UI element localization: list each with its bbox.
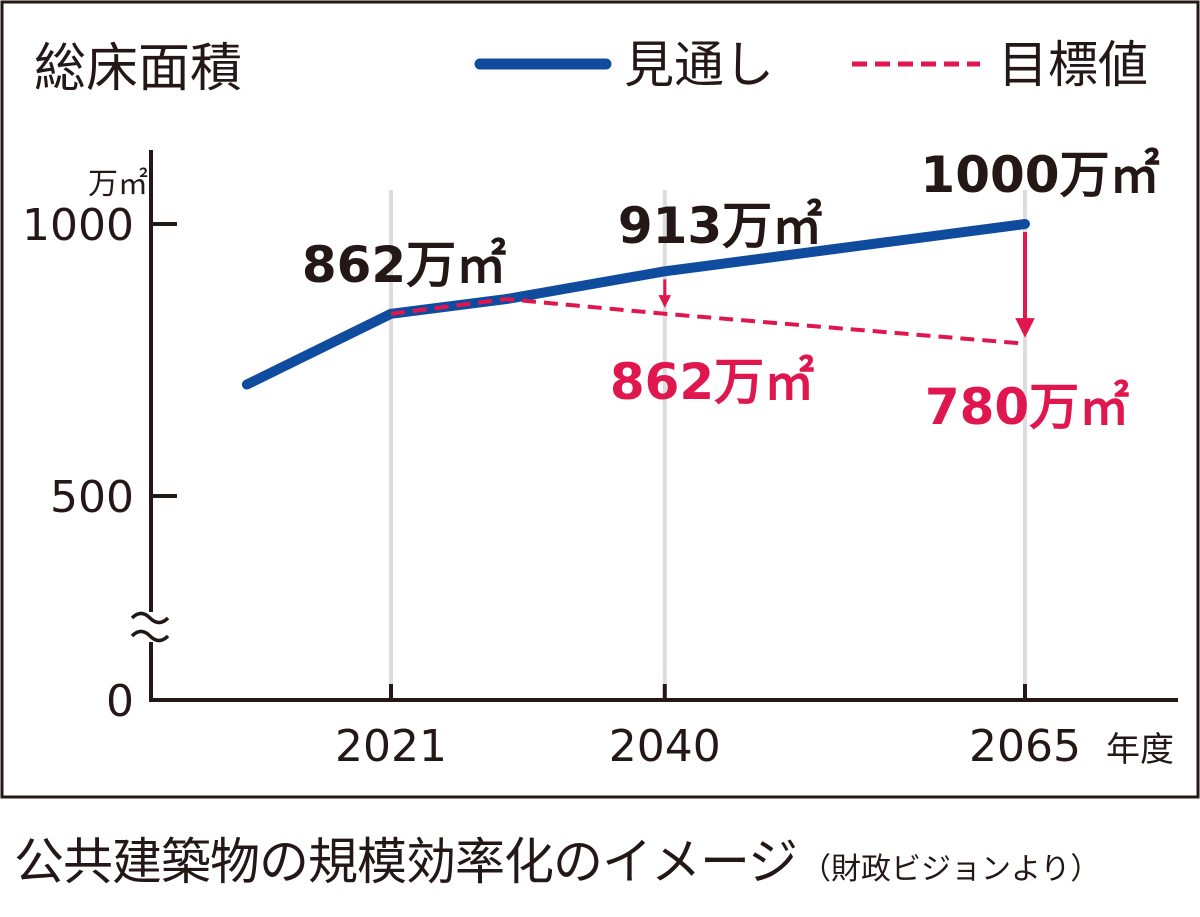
x-tick-label: 2065 [969,721,1081,772]
legend-label: 目標値 [998,36,1148,94]
y-tick-label: 0 [106,676,134,727]
x-unit-label: 年度 [1106,730,1174,770]
legend-label: 見通し [624,36,774,94]
data-label: 862万㎡ [610,353,814,411]
reduction-arrow-head [658,295,672,308]
axis-break-mark [130,629,170,643]
chart-frame [0,0,1200,799]
x-tick-label: 2021 [335,721,447,772]
data-label: 1000万㎡ [920,146,1159,204]
data-label: 862万㎡ [302,236,506,294]
y-tick-label: 1000 [22,200,134,251]
y-tick-label: 500 [50,472,134,523]
caption-source: （財政ビジョンより） [801,852,1101,887]
data-label: 780万㎡ [925,378,1129,436]
data-label: 913万㎡ [618,197,822,255]
reduction-arrow-head [1015,318,1035,338]
chart-title: 総床面積 [34,39,242,99]
axis-break-mark [130,611,170,625]
figure-caption: 公共建築物の規模効率化のイメージ （財政ビジョンより） [14,822,1194,912]
caption-main: 公共建築物の規模効率化のイメージ [14,833,798,891]
x-tick-label: 2040 [609,721,721,772]
y-unit-label: 万㎡ [88,167,148,202]
